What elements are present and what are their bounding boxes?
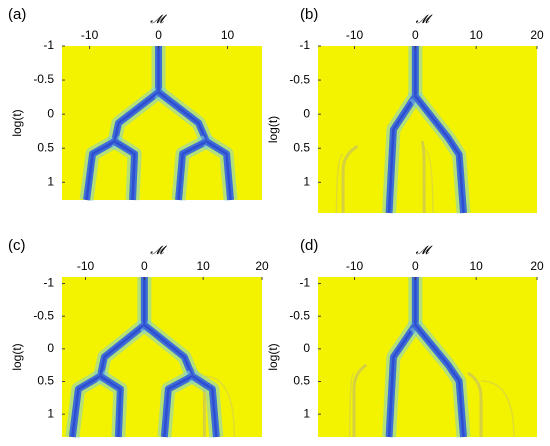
- density-core: [157, 91, 208, 142]
- panel-label: (b): [300, 6, 318, 23]
- y-tick-label: 0: [47, 106, 54, 120]
- y-axis-label: log(t): [10, 343, 24, 370]
- y-tick-label: 1: [47, 406, 54, 420]
- x-tick-label: 10: [469, 28, 483, 42]
- faint-branch: [348, 372, 355, 438]
- heatmap-background: [318, 46, 537, 213]
- x-axis-label: 𝓜: [416, 243, 433, 257]
- heatmap-background: [318, 277, 537, 437]
- density-core: [99, 324, 146, 377]
- faint-branch: [420, 140, 426, 213]
- x-tick-label: -10: [77, 259, 95, 273]
- y-tick-label: 0.5: [293, 140, 310, 154]
- faint-branch: [204, 375, 236, 438]
- x-axis-label: 𝓜: [150, 12, 167, 26]
- density-core: [163, 375, 193, 438]
- faint-branch: [341, 144, 359, 213]
- y-tick-label: 0.5: [37, 140, 54, 154]
- y-tick-label: -1: [43, 276, 54, 290]
- y-axis-label: log(t): [10, 109, 24, 136]
- y-tick-label: -1: [299, 276, 310, 290]
- y-axis-label: log(t): [266, 116, 280, 143]
- x-tick-label: 20: [255, 259, 269, 273]
- x-tick-label: 0: [155, 28, 162, 42]
- panel-label: (d): [300, 237, 318, 254]
- density-core: [387, 95, 417, 214]
- y-tick-label: 1: [303, 174, 310, 188]
- y-tick-label: -0.5: [33, 308, 54, 322]
- x-axis-label: 𝓜: [416, 12, 433, 26]
- density-core: [387, 324, 417, 438]
- x-axis-label: 𝓜: [150, 243, 167, 257]
- x-tick-label: 10: [469, 259, 483, 273]
- density-core: [113, 140, 136, 201]
- x-tick-label: 20: [530, 28, 544, 42]
- density-core: [414, 95, 465, 214]
- y-tick-label: -0.5: [289, 308, 310, 322]
- density-core: [85, 140, 116, 201]
- x-tick-label: 10: [221, 28, 235, 42]
- density-core: [191, 375, 218, 438]
- x-tick-label: -10: [346, 259, 364, 273]
- x-tick-label: -10: [346, 28, 364, 42]
- x-tick-label: 20: [530, 259, 544, 273]
- panel-label: (a): [8, 6, 26, 23]
- x-tick-label: -10: [81, 28, 99, 42]
- panel-label: (c): [8, 237, 26, 254]
- x-tick-label: 0: [141, 259, 148, 273]
- density-core: [177, 140, 208, 201]
- density-core: [99, 375, 122, 438]
- y-tick-label: 1: [303, 406, 310, 420]
- x-tick-label: 10: [196, 259, 210, 273]
- x-tick-label: 0: [412, 259, 419, 273]
- y-axis-label: log(t): [266, 343, 280, 370]
- y-tick-label: 0: [47, 341, 54, 355]
- density-core: [113, 91, 160, 142]
- y-tick-label: -0.5: [33, 72, 54, 86]
- y-tick-label: -1: [299, 38, 310, 52]
- density-core: [71, 375, 101, 438]
- y-tick-label: 0: [303, 341, 310, 355]
- y-tick-label: 0.5: [37, 374, 54, 388]
- faint-branch: [481, 380, 515, 438]
- density-core: [414, 324, 465, 438]
- x-tick-label: 0: [412, 28, 419, 42]
- y-tick-label: -0.5: [289, 72, 310, 86]
- y-tick-label: 0: [303, 106, 310, 120]
- density-core: [205, 140, 232, 201]
- faint-branch: [352, 363, 368, 437]
- y-tick-label: 0.5: [293, 374, 310, 388]
- faint-branch: [335, 153, 344, 214]
- y-tick-label: -1: [43, 38, 54, 52]
- density-core: [143, 324, 194, 377]
- y-tick-label: 1: [47, 174, 54, 188]
- faint-branch: [423, 148, 434, 214]
- faint-branch: [467, 371, 483, 437]
